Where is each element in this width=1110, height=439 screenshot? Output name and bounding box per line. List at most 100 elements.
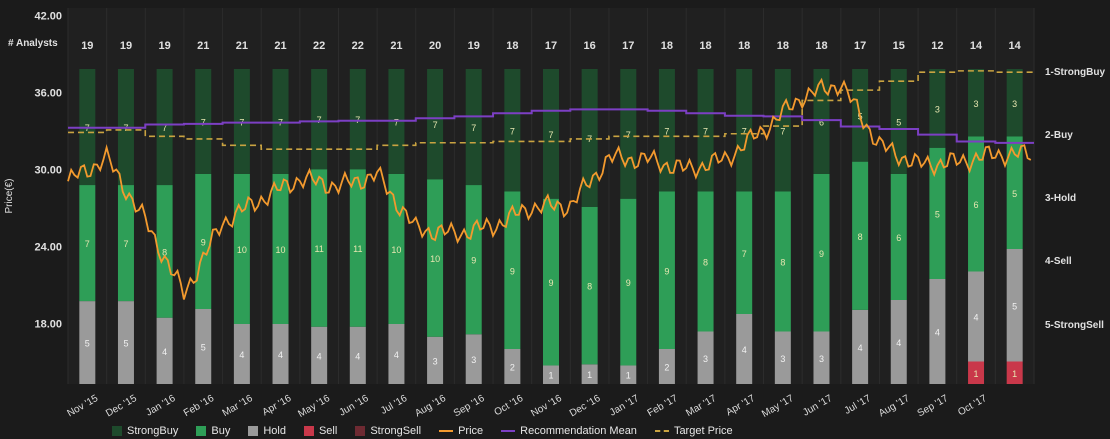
analyst-count: 17 [545, 40, 557, 52]
bar-hold [658, 349, 675, 384]
bar-hold [233, 324, 250, 384]
bar-label: 1 [587, 370, 592, 380]
x-tick-label: Jun '17 [801, 393, 835, 419]
x-tick-label: Jul '17 [843, 393, 874, 417]
bar-label: 4 [394, 350, 399, 360]
x-tick-label: Mar '16 [221, 393, 255, 419]
bar-buy [658, 191, 675, 349]
analyst-count: 14 [970, 40, 983, 52]
bar-label: 9 [510, 266, 515, 276]
rating-axis-label: 4-Sell [1045, 256, 1072, 267]
bar-hold [1006, 249, 1023, 362]
bar-strongbuy [581, 69, 598, 207]
analyst-count: 19 [468, 40, 480, 52]
bar-label: 7 [317, 115, 322, 125]
bar-strongbuy [968, 69, 985, 137]
legend-label: Buy [211, 425, 231, 437]
analyst-count: 20 [429, 40, 441, 52]
bar-label: 7 [780, 126, 785, 136]
price-line [67, 77, 1032, 300]
analyst-count: 18 [738, 40, 750, 52]
bar-label: 10 [430, 254, 440, 264]
x-tick-label: Feb '16 [182, 393, 216, 419]
bar-strongbuy [620, 69, 637, 199]
analyst-count: 16 [584, 40, 596, 52]
legend-swatch [439, 430, 454, 432]
bar-label: 7 [548, 130, 553, 140]
chart-legend: StrongBuy Buy Hold Sell StrongSell Price Recom… [112, 424, 733, 438]
bar-hold [465, 334, 482, 384]
bar-strongbuy [543, 69, 559, 199]
bar-strongbuy [233, 69, 250, 174]
bar-label: 4 [239, 350, 244, 360]
bar-sell [968, 361, 985, 384]
rating-axis-label: 3-Hold [1045, 193, 1076, 204]
bar-hold [427, 336, 444, 384]
bar-label: 5 [1012, 301, 1017, 311]
bar-strongbuy [658, 69, 675, 192]
bar-hold [272, 324, 289, 384]
bar-label: 7 [703, 126, 708, 136]
bar-buy [311, 169, 328, 327]
bar-strongbuy [697, 69, 714, 192]
bar-strongbuy [504, 69, 521, 192]
bar-label: 9 [471, 256, 476, 266]
analyst-count: 18 [506, 40, 518, 52]
bar-strongbuy [349, 69, 366, 170]
bar-label: 5 [1012, 189, 1017, 199]
legend-item[interactable]: Hold [248, 425, 286, 437]
legend-label: Target Price [673, 425, 733, 437]
bar-strongbuy [427, 69, 444, 180]
legend-item[interactable]: Price [439, 425, 483, 437]
bar-label: 3 [471, 355, 476, 365]
y-tick-label: 36.00 [34, 88, 62, 100]
bar-label: 7 [85, 239, 90, 249]
bar-strongbuy [311, 69, 328, 170]
bar-label: 7 [664, 126, 669, 136]
x-tick-label: Sep '16 [452, 393, 487, 420]
analyst-count: 21 [236, 40, 248, 52]
bar-label: 5 [85, 339, 90, 349]
bar-label: 7 [394, 118, 399, 128]
legend-item[interactable]: Recommendation Mean [501, 425, 637, 437]
legend-item[interactable]: Sell [303, 425, 338, 437]
bar-strongbuy [465, 69, 482, 186]
legend-item[interactable]: StrongSell [355, 425, 421, 437]
bar-label: 2 [664, 363, 669, 373]
bar-label: 3 [780, 354, 785, 364]
legend-item[interactable]: Target Price [654, 425, 733, 437]
bar-label: 2 [510, 363, 515, 373]
bar-hold [504, 349, 521, 384]
bar-label: 10 [237, 245, 247, 255]
legend-item[interactable]: StrongBuy [112, 425, 178, 437]
bar-hold [543, 365, 559, 384]
bar-strongbuy [195, 69, 212, 174]
bar-label: 3 [819, 354, 824, 364]
bar-buy [736, 191, 753, 314]
analyst-count: 17 [622, 40, 634, 52]
recommendation-mean-line [68, 108, 1034, 144]
bar-buy [581, 206, 598, 365]
y-axis-label: Price(€) [4, 178, 15, 213]
y-tick-label: 42.00 [34, 11, 62, 23]
x-tick-label: Apr '16 [261, 393, 294, 418]
bar-label: 3 [1012, 99, 1017, 109]
bar-label: 5 [935, 209, 940, 219]
bar-label: 9 [819, 249, 824, 259]
analyst-count: 12 [931, 40, 943, 52]
bar-hold [852, 309, 869, 384]
bar-label: 1 [974, 369, 979, 379]
bar-label: 5 [123, 339, 128, 349]
bar-label: 8 [587, 282, 592, 292]
analyst-count: 19 [81, 40, 93, 52]
analyst-count: 17 [854, 40, 866, 52]
bar-label: 4 [355, 351, 360, 361]
x-tick-label: Apr '17 [724, 393, 757, 418]
x-tick-label: Aug '16 [413, 393, 448, 420]
analyst-count: 22 [352, 40, 364, 52]
analyst-count: 18 [815, 40, 827, 52]
bar-label: 4 [742, 345, 747, 355]
legend-item[interactable]: Buy [196, 425, 230, 437]
legend-label: Sell [318, 425, 338, 437]
